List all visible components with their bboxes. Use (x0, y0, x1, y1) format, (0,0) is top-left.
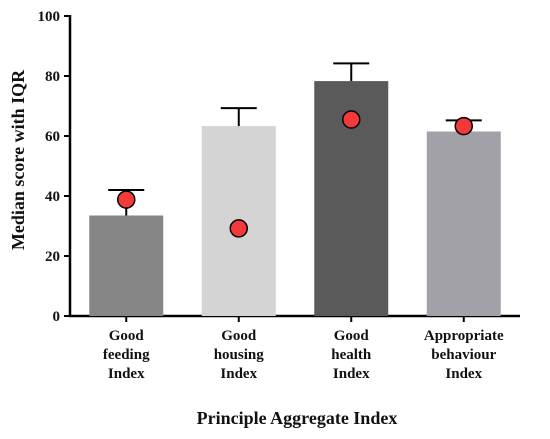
score-point (454, 116, 473, 136)
category-label: Appropriate behaviour Index (424, 328, 504, 382)
y-tick-label: 0 (53, 309, 61, 325)
y-tick-label: 40 (45, 189, 60, 205)
y-axis-title: Median score with IQR (8, 69, 28, 250)
score-points (117, 110, 473, 238)
score-point (117, 190, 136, 209)
bar (426, 131, 501, 316)
category-label: Good feeding Index (103, 328, 150, 382)
category-labels: Good feeding Index Good housing Index Good heal… (103, 328, 504, 382)
category-label: Good health Index (331, 328, 372, 382)
y-tick-label: 80 (45, 69, 60, 85)
bar (89, 215, 164, 316)
category-label: Good housing Index (214, 328, 265, 382)
score-point (229, 219, 248, 238)
bars (89, 81, 501, 322)
error-bars (108, 62, 482, 216)
score-point (342, 110, 361, 129)
y-tick-label: 20 (45, 249, 60, 265)
x-axis-title: Principle Aggregate Index (197, 408, 398, 428)
y-tick-label: 60 (45, 129, 60, 145)
y-tick-label: 100 (38, 9, 61, 25)
